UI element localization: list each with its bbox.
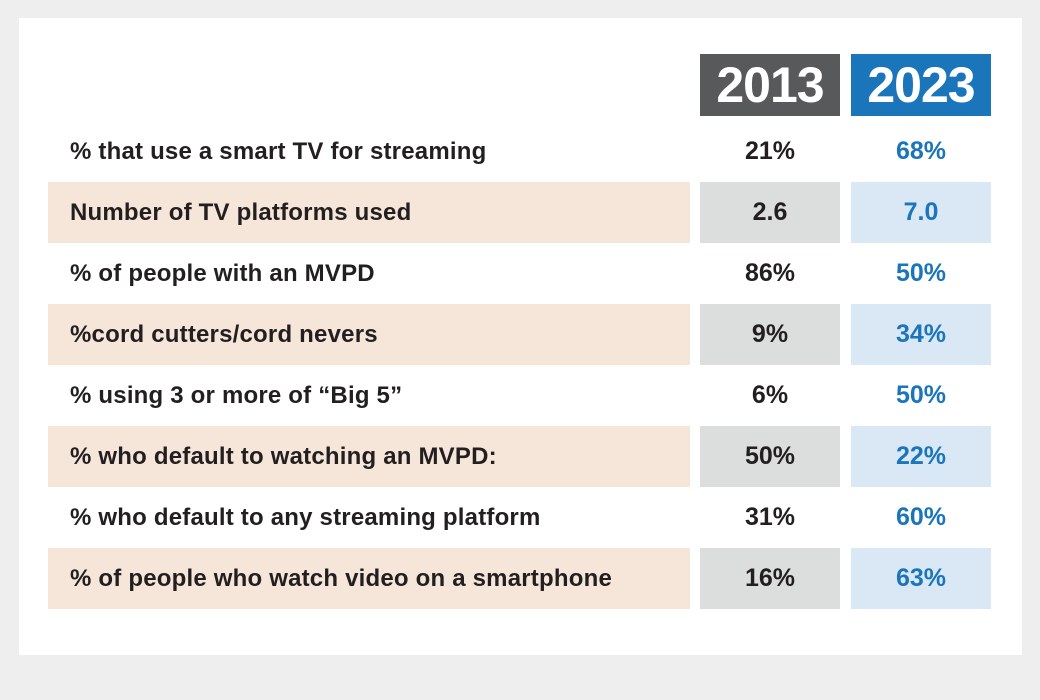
value-2013: 2.6 xyxy=(700,182,840,243)
table-row: % who default to any streaming platform … xyxy=(19,487,1022,548)
value-2013: 9% xyxy=(700,304,840,365)
value-2023: 50% xyxy=(895,381,947,409)
value-2013: 31% xyxy=(744,503,796,531)
table-body: % that use a smart TV for streaming 21% … xyxy=(19,121,1022,609)
value-2023: 50% xyxy=(895,259,947,287)
column-header-2013: 2013 xyxy=(700,54,840,116)
value-2013: 21% xyxy=(744,137,796,165)
row-label: %cord cutters/cord nevers xyxy=(48,304,690,365)
row-label: % who default to watching an MVPD: xyxy=(48,426,690,487)
row-label: % that use a smart TV for streaming xyxy=(70,137,487,165)
table-row: % who default to watching an MVPD: 50% 2… xyxy=(19,426,1022,487)
table-row: % using 3 or more of “Big 5” 6% 50% xyxy=(19,365,1022,426)
row-label: % who default to any streaming platform xyxy=(70,503,541,531)
table-header: 2013 2023 xyxy=(19,54,1022,116)
value-2023: 63% xyxy=(851,548,991,609)
table-row: % that use a smart TV for streaming 21% … xyxy=(19,121,1022,182)
value-2023: 60% xyxy=(895,503,947,531)
table-row: Number of TV platforms used 2.6 7.0 xyxy=(19,182,1022,243)
value-2013: 16% xyxy=(700,548,840,609)
value-2023: 22% xyxy=(851,426,991,487)
value-2013: 86% xyxy=(744,259,796,287)
header-spacer xyxy=(19,54,700,116)
value-2023: 7.0 xyxy=(851,182,991,243)
row-label: Number of TV platforms used xyxy=(48,182,690,243)
value-2023: 68% xyxy=(895,137,947,165)
row-label: % of people who watch video on a smartph… xyxy=(48,548,690,609)
table-row: %cord cutters/cord nevers 9% 34% xyxy=(19,304,1022,365)
value-2013: 50% xyxy=(700,426,840,487)
table-row: % of people who watch video on a smartph… xyxy=(19,548,1022,609)
column-header-2023: 2023 xyxy=(851,54,991,116)
row-label: % of people with an MVPD xyxy=(70,259,375,287)
value-2023: 34% xyxy=(851,304,991,365)
comparison-table-card: 2013 2023 % that use a smart TV for stre… xyxy=(19,18,1022,655)
table-row: % of people with an MVPD 86% 50% xyxy=(19,243,1022,304)
row-label: % using 3 or more of “Big 5” xyxy=(70,381,403,409)
value-2013: 6% xyxy=(751,381,789,409)
